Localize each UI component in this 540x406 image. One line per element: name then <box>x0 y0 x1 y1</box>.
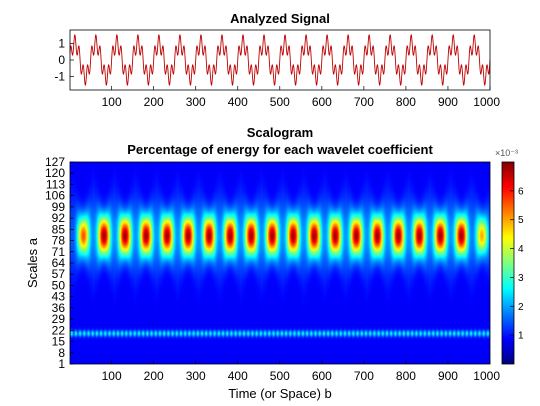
signal-x-tick-label: 200 <box>144 95 164 109</box>
signal-y-tick-label: 0 <box>58 53 65 67</box>
scalogram-x-tick-label: 900 <box>438 369 458 383</box>
scalogram-image-container <box>70 162 490 364</box>
signal-x-tick-label: 600 <box>312 95 332 109</box>
scalogram-x-tick-label: 300 <box>186 369 206 383</box>
scalogram-heatmap <box>70 162 490 364</box>
scalogram-x-tick-label: 200 <box>144 369 164 383</box>
scalogram-x-ticks: 100 200 300 400 500 600 700 800 900 1000 <box>102 360 500 383</box>
signal-x-tick-label: 300 <box>186 95 206 109</box>
scalogram-y-tick-label: 36 <box>52 301 66 315</box>
scalogram-y-tick-label: 106 <box>45 189 65 203</box>
signal-chart: Analyzed Signal 100 200 300 400 500 600 700 800… <box>54 11 500 109</box>
signal-line <box>69 33 491 87</box>
scalogram-y-tick-label: 50 <box>52 278 66 292</box>
scalogram-y-tick-label: 64 <box>52 256 66 270</box>
signal-y-ticks: 1 0 -1 <box>54 36 74 84</box>
scalogram-x-tick-label: 600 <box>312 369 332 383</box>
colorbar-box <box>501 161 515 365</box>
scalogram-y-tick-label: 15 <box>52 335 66 349</box>
scalogram-y-tick-label: 1 <box>58 357 65 371</box>
scalogram-x-tick-label: 700 <box>354 369 374 383</box>
colorbar-tick-label: 1 <box>518 331 524 342</box>
signal-x-ticks: 100 200 300 400 500 600 700 800 900 1000 <box>102 86 500 109</box>
signal-x-tick-label: 800 <box>396 95 416 109</box>
signal-x-tick-label: 400 <box>228 95 248 109</box>
scalogram-x-tick-label: 100 <box>102 369 122 383</box>
signal-x-tick-label: 100 <box>102 95 122 109</box>
scalogram-x-tick-label: 400 <box>228 369 248 383</box>
colorbar-tick-label: 4 <box>518 244 524 255</box>
scalogram-x-tick-label: 500 <box>270 369 290 383</box>
signal-y-tick-label: 1 <box>58 36 65 50</box>
colorbar-tick-label: 3 <box>518 273 524 284</box>
scalogram-y-tick-label: 22 <box>52 323 66 337</box>
scalogram-chart: Scalogram Percentage of energy for each … <box>25 125 524 401</box>
scalogram-x-tick-label: 800 <box>396 369 416 383</box>
scalogram-y-tick-label: 85 <box>52 222 66 236</box>
colorbar-tick-label: 5 <box>518 215 524 226</box>
signal-x-tick-label: 1000 <box>473 95 500 109</box>
scalogram-x-tick-label: 1000 <box>473 369 500 383</box>
scalogram-y-tick-label: 8 <box>58 346 65 360</box>
scalogram-y-tick-label: 71 <box>52 245 66 259</box>
colorbar-container <box>502 162 514 364</box>
scalogram-xlabel: Time (or Space) b <box>228 386 332 401</box>
signal-x-tick-label: 500 <box>270 95 290 109</box>
scalogram-ylabel: Scales a <box>25 237 40 288</box>
scalogram-y-tick-label: 120 <box>45 166 65 180</box>
scalogram-y-tick-label: 127 <box>45 155 65 169</box>
colorbar-tick-label: 6 <box>518 186 524 197</box>
signal-x-tick-label: 900 <box>438 95 458 109</box>
scalogram-y-tick-label: 57 <box>52 267 66 281</box>
scalogram-title: Scalogram <box>247 125 313 140</box>
scalogram-y-tick-label: 92 <box>52 211 66 225</box>
scalogram-y-tick-label: 43 <box>52 290 66 304</box>
signal-x-tick-label: 700 <box>354 95 374 109</box>
signal-plot-area <box>69 33 491 87</box>
scalogram-y-tick-label: 29 <box>52 312 66 326</box>
scalogram-subtitle: Percentage of energy for each wavelet co… <box>127 142 433 157</box>
scalogram-y-tick-label: 113 <box>46 177 65 191</box>
scalogram-y-tick-label: 78 <box>52 234 66 248</box>
colorbar-gradient <box>502 162 514 364</box>
colorbar-ticks: 1 2 3 4 5 6 <box>510 186 524 342</box>
colorbar-exponent: ×10⁻³ <box>495 148 518 158</box>
colorbar-tick-label: 2 <box>518 302 524 313</box>
scalogram-y-tick-label: 99 <box>52 200 66 214</box>
signal-title: Analyzed Signal <box>230 11 330 26</box>
signal-y-tick-label: -1 <box>54 70 65 84</box>
